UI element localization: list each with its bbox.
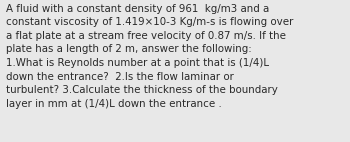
Text: A fluid with a constant density of 961  kg/m3 and a
constant viscosity of 1.419×: A fluid with a constant density of 961 k… [6,4,294,109]
